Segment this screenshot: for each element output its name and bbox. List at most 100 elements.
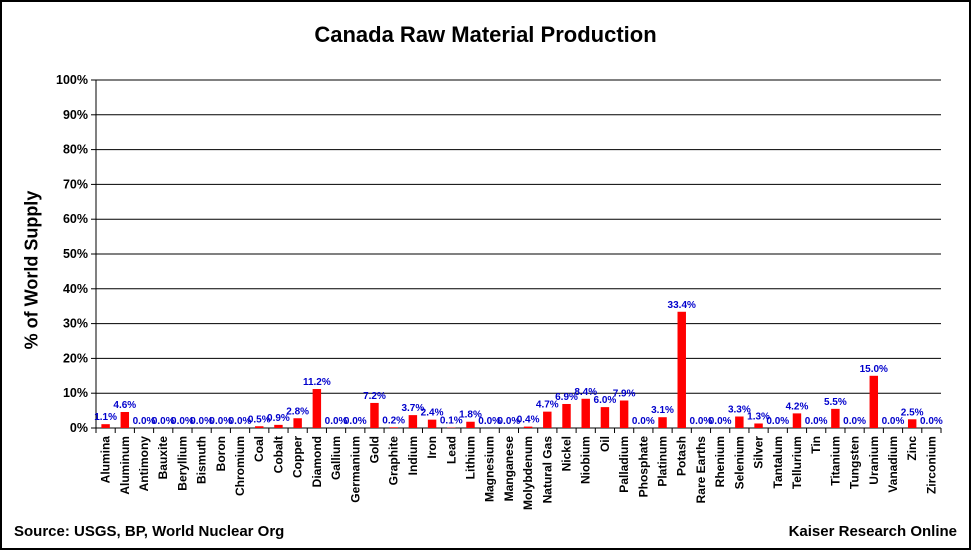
bar bbox=[255, 426, 264, 428]
x-tick-label: Natural Gas bbox=[540, 436, 554, 504]
data-label: 4.2% bbox=[786, 401, 809, 412]
data-label: 2.5% bbox=[901, 407, 924, 418]
bar bbox=[120, 411, 130, 428]
data-label: 6.9% bbox=[555, 392, 578, 403]
bar bbox=[370, 402, 379, 428]
y-tick-label: 80% bbox=[63, 143, 88, 157]
x-tick-label: Silver bbox=[752, 436, 766, 469]
bar bbox=[312, 389, 322, 428]
x-tick-label: Nickel bbox=[560, 436, 574, 471]
x-tick-label: Tin bbox=[809, 436, 823, 454]
data-label: 3.7% bbox=[401, 403, 424, 414]
data-label: 0.0% bbox=[478, 416, 501, 427]
bar bbox=[408, 415, 418, 428]
x-tick-label: Aluminum bbox=[118, 436, 132, 495]
data-label: 0.0% bbox=[325, 416, 348, 427]
bar bbox=[677, 311, 686, 428]
x-tick-label: Iron bbox=[425, 436, 439, 459]
x-tick-label: Tungsten bbox=[848, 436, 862, 489]
x-tick-label: Lead bbox=[444, 436, 458, 464]
x-tick-label: Tellurium bbox=[790, 436, 804, 489]
data-label: 0.4% bbox=[517, 415, 540, 426]
chart-title: Canada Raw Material Production bbox=[314, 22, 657, 47]
bar bbox=[907, 419, 917, 428]
x-tick-label: Phosphate bbox=[636, 436, 650, 498]
data-label: 0.0% bbox=[632, 416, 655, 427]
y-tick-label: 30% bbox=[63, 317, 88, 331]
data-label: 8.4% bbox=[574, 387, 597, 398]
x-tick-label: Bauxite bbox=[156, 436, 170, 480]
bar bbox=[389, 427, 398, 428]
data-label: 1.3% bbox=[747, 411, 770, 422]
x-tick-label: Selenium bbox=[732, 436, 746, 489]
x-tick-label: Alumina bbox=[99, 436, 113, 484]
data-label: 4.7% bbox=[536, 400, 559, 411]
data-label: 0.0% bbox=[882, 416, 905, 427]
data-label: 0.0% bbox=[766, 416, 789, 427]
data-label: 2.8% bbox=[286, 406, 309, 417]
x-tick-label: Manganese bbox=[502, 436, 516, 502]
bar bbox=[101, 424, 110, 428]
data-label: 6.0% bbox=[594, 395, 617, 406]
x-tick-label: Vanadium bbox=[886, 436, 900, 493]
bar bbox=[466, 421, 475, 428]
x-tick-label: Platinum bbox=[656, 436, 670, 487]
bar bbox=[831, 408, 840, 428]
x-tick-label: Bismuth bbox=[195, 436, 209, 484]
x-tick-label: Oil bbox=[598, 436, 612, 452]
y-tick-label: 10% bbox=[63, 386, 88, 400]
data-label: 5.5% bbox=[824, 397, 847, 408]
data-label: 1.8% bbox=[459, 410, 482, 421]
data-label: 0.2% bbox=[382, 415, 405, 426]
y-tick-label: 90% bbox=[63, 108, 88, 122]
data-label: 0.1% bbox=[440, 416, 463, 427]
bar bbox=[274, 424, 283, 428]
bar bbox=[869, 375, 879, 428]
x-tick-label: Antimony bbox=[137, 436, 151, 492]
data-label: 0.0% bbox=[920, 416, 943, 427]
x-tick-label: Titanium bbox=[828, 436, 842, 486]
data-label: 0.0% bbox=[171, 416, 194, 427]
y-tick-label: 60% bbox=[63, 212, 88, 226]
bar bbox=[754, 423, 763, 428]
x-tick-label: Niobium bbox=[579, 436, 593, 484]
data-label: 0.0% bbox=[709, 416, 732, 427]
x-tick-label: Chromium bbox=[233, 436, 247, 496]
x-tick-label: Zirconium bbox=[924, 436, 938, 494]
x-tick-label: Molybdenum bbox=[521, 436, 535, 510]
y-tick-label: 70% bbox=[63, 177, 88, 191]
data-label: 0.0% bbox=[229, 416, 252, 427]
y-tick-label: 100% bbox=[56, 73, 88, 87]
source-note: Source: USGS, BP, World Nuclear Org bbox=[14, 523, 285, 540]
data-label: 0.0% bbox=[843, 416, 866, 427]
data-label: 0.0% bbox=[805, 416, 828, 427]
data-label: 3.1% bbox=[651, 405, 674, 416]
data-label: 7.2% bbox=[363, 391, 386, 402]
x-tick-label: Indium bbox=[406, 436, 420, 475]
data-label: 4.6% bbox=[113, 400, 136, 411]
y-tick-label: 0% bbox=[70, 421, 88, 435]
data-label: 11.2% bbox=[303, 377, 331, 388]
bar bbox=[735, 416, 744, 428]
bar bbox=[543, 411, 552, 428]
x-tick-label: Gallium bbox=[329, 436, 343, 480]
data-label: 0.0% bbox=[190, 416, 213, 427]
data-label: 0.0% bbox=[209, 416, 232, 427]
data-label: 15.0% bbox=[860, 364, 888, 375]
data-label: 0.5% bbox=[248, 414, 271, 425]
x-tick-label: Graphite bbox=[387, 436, 401, 486]
bar bbox=[427, 419, 437, 428]
x-tick-label: Diamond bbox=[310, 436, 324, 487]
bar bbox=[619, 400, 629, 428]
bar bbox=[523, 426, 533, 428]
x-tick-label: Rare Earths bbox=[694, 436, 708, 504]
x-tick-label: Germanium bbox=[348, 436, 362, 503]
x-tick-label: Uranium bbox=[867, 436, 881, 485]
x-tick-label: Cobalt bbox=[271, 436, 285, 473]
x-tick-label: Palladium bbox=[617, 436, 631, 493]
data-label: 0.0% bbox=[690, 416, 713, 427]
bar bbox=[562, 403, 571, 428]
bar bbox=[792, 413, 802, 428]
x-tick-label: Rhenium bbox=[713, 436, 727, 487]
